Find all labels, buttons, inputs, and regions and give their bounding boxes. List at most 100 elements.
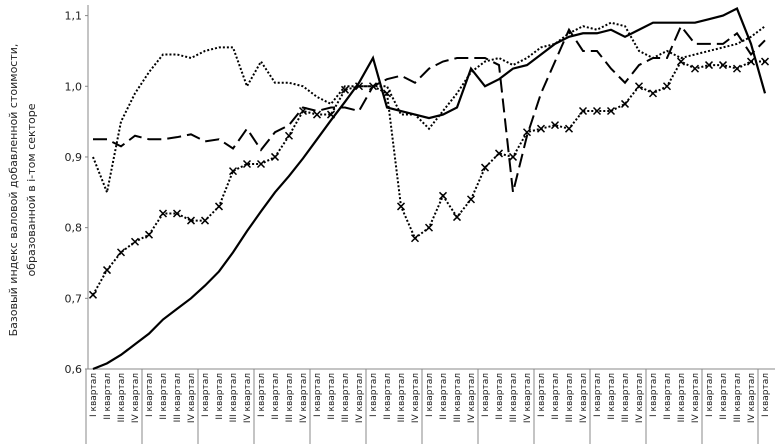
x-tick-label: I квартал <box>425 373 435 417</box>
x-tick-label: II квартал <box>215 373 225 420</box>
point-marker <box>760 57 770 66</box>
y-tick-label: 0,6 <box>65 363 83 376</box>
x-tick-label: II квартал <box>159 373 169 420</box>
x-tick-label: III квартал <box>229 373 239 422</box>
point-marker <box>242 159 252 169</box>
x-tick-label: IV квартал <box>635 373 645 423</box>
point-marker <box>494 149 504 158</box>
point-marker <box>634 82 644 91</box>
x-tick-label: IV квартал <box>355 373 365 423</box>
point-marker <box>662 82 672 91</box>
point-marker <box>690 64 700 73</box>
point-marker <box>410 234 420 243</box>
point-marker <box>676 57 686 66</box>
x-tick-label: II квартал <box>495 373 505 420</box>
x-tick-label: I квартал <box>201 373 211 417</box>
series-line <box>92 60 765 296</box>
point-marker <box>102 266 112 275</box>
point-marker <box>88 290 98 299</box>
point-marker <box>214 202 224 211</box>
point-marker <box>718 61 728 70</box>
y-axis-label: образованной в i-том секторе <box>25 103 38 276</box>
point-marker <box>480 163 490 172</box>
x-tick-label: IV квартал <box>299 373 309 423</box>
point-marker <box>704 61 714 70</box>
x-tick-label: II квартал <box>663 373 673 420</box>
x-tick-label: IV квартал <box>411 373 421 423</box>
x-tick-label: I квартал <box>593 373 603 417</box>
x-tick-label: II квартал <box>383 373 393 420</box>
x-tick-label: I квартал <box>369 373 379 417</box>
point-marker <box>732 64 742 73</box>
x-tick-label: III квартал <box>565 373 575 422</box>
x-tick-label: I квартал <box>761 373 771 417</box>
point-marker <box>340 85 350 94</box>
point-marker <box>592 106 602 116</box>
x-tick-label: IV квартал <box>467 373 477 423</box>
y-axis-label: Базовый индекс валовой добавленной стоим… <box>7 44 20 337</box>
x-tick-label: II квартал <box>271 373 281 420</box>
point-marker <box>130 237 140 246</box>
x-tick-label: I квартал <box>537 373 547 417</box>
x-tick-label: I квартал <box>705 373 715 417</box>
x-tick-label: III квартал <box>621 373 631 422</box>
point-marker <box>508 152 518 161</box>
point-marker <box>172 209 182 218</box>
point-marker <box>256 159 266 169</box>
x-tick-label: III квартал <box>285 373 295 422</box>
x-tick-label: IV квартал <box>187 373 197 423</box>
point-marker <box>368 82 378 91</box>
x-tick-label: II квартал <box>551 373 561 420</box>
x-tick-label: III квартал <box>509 373 519 422</box>
x-tick-label: III квартал <box>173 373 183 422</box>
x-tick-label: IV квартал <box>579 373 589 423</box>
point-marker <box>326 110 336 119</box>
x-tick-label: III квартал <box>397 373 407 422</box>
x-tick-label: IV квартал <box>131 373 141 423</box>
x-tick-label: III квартал <box>677 373 687 422</box>
point-marker <box>564 124 574 133</box>
x-tick-label: IV квартал <box>691 373 701 423</box>
y-tick-label: 0,7 <box>65 292 83 305</box>
x-tick-label: III квартал <box>117 373 127 422</box>
point-marker <box>354 82 364 91</box>
point-marker <box>298 106 308 116</box>
y-tick-label: 0,8 <box>65 222 83 235</box>
x-tick-label: II квартал <box>607 373 617 420</box>
series-line <box>92 21 766 196</box>
x-tick-label: I квартал <box>481 373 491 417</box>
point-marker <box>284 131 294 140</box>
point-marker <box>452 213 462 222</box>
point-marker <box>522 128 532 137</box>
point-marker <box>200 216 210 225</box>
point-marker <box>550 121 560 130</box>
point-marker <box>466 195 476 204</box>
point-marker <box>746 57 756 66</box>
y-tick-label: 1,1 <box>65 10 83 23</box>
point-marker <box>396 202 406 211</box>
x-tick-label: II квартал <box>439 373 449 420</box>
x-tick-label: IV квартал <box>747 373 757 423</box>
point-marker <box>620 99 630 108</box>
y-tick-label: 0,9 <box>65 151 83 164</box>
point-marker <box>270 152 280 161</box>
x-tick-label: I квартал <box>649 373 659 417</box>
point-marker <box>648 89 658 98</box>
point-marker <box>438 191 448 200</box>
point-marker <box>228 167 238 176</box>
x-tick-label: I квартал <box>257 373 267 417</box>
x-tick-label: IV квартал <box>243 373 253 423</box>
series-line <box>93 24 766 193</box>
x-tick-label: III квартал <box>341 373 351 422</box>
point-marker <box>144 230 154 239</box>
x-tick-label: II квартал <box>103 373 113 420</box>
x-tick-label: I квартал <box>313 373 323 417</box>
series-line <box>92 7 767 371</box>
point-marker <box>606 106 616 116</box>
y-tick-label: 1,0 <box>65 80 83 93</box>
point-marker <box>186 216 196 225</box>
x-tick-label: III квартал <box>733 373 743 422</box>
point-marker <box>382 89 392 98</box>
point-marker <box>424 223 434 232</box>
